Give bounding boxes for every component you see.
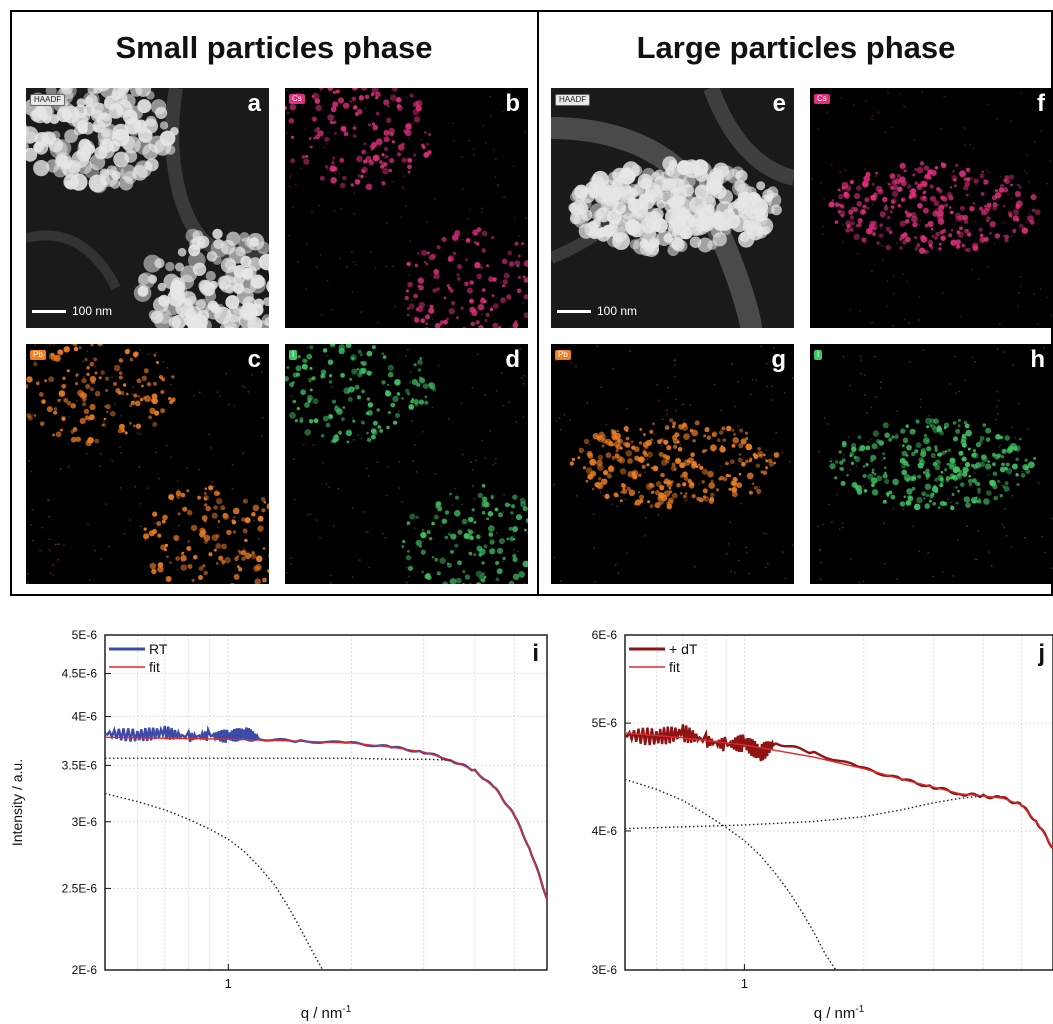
x-axis-label: q / nm-1 [301, 1004, 352, 1022]
panel-tag: HAADF [555, 94, 591, 106]
y-axis-label: Intensity / a.u. [9, 759, 25, 846]
panel-e-haadf-image: HAADF e 100 nm [551, 88, 794, 328]
x-axis-label: q / nm-1 [814, 1004, 865, 1022]
panel-a-haadf-image: HAADF a 100 nm [26, 88, 269, 328]
y-tick-label: 4E-6 [72, 710, 98, 724]
scale-bar-label: 100 nm [72, 304, 113, 318]
x-axis-label-superscript: -1 [855, 1004, 864, 1015]
y-tick-label: 4.5E-6 [62, 667, 98, 681]
panel-tag: I [814, 350, 823, 360]
panel-d-i-map: I d [285, 344, 528, 584]
panel-c-pb-map: Pb c [26, 344, 269, 584]
y-tick-label: 6E-6 [592, 628, 618, 642]
chart-i: 2E-6 2.5E-6 3E-6 3.5E-6 4E-6 4.5E-6 5E-6 1 q / n… [9, 628, 549, 1022]
panel-letter: h [1030, 346, 1045, 373]
y-tick-label: 4E-6 [592, 824, 618, 838]
y-tick-label: 5E-6 [592, 716, 618, 730]
phase-divider [537, 10, 539, 596]
chart-panel-letter: j [1037, 640, 1045, 667]
fit-line [624, 732, 1053, 849]
title-small-phase: Small particles phase [115, 30, 433, 65]
y-tick-label: 2E-6 [72, 963, 98, 977]
panel-tag: Cs [289, 94, 305, 104]
panel-letter: c [247, 346, 261, 373]
panel-letter: g [771, 346, 786, 373]
panel-letter: e [772, 90, 786, 117]
panel-tag: HAADF [30, 94, 66, 106]
y-tick-label: 5E-6 [72, 628, 98, 642]
scale-bar: 100 nm [557, 304, 637, 318]
x-tick-label: 1 [741, 976, 748, 991]
panel-g-pb-map: Pb g [551, 344, 794, 584]
plot-frame [624, 634, 1053, 971]
y-tick-label: 3.5E-6 [62, 758, 98, 772]
data-series-line [624, 724, 1053, 850]
panel-letter: d [505, 346, 520, 373]
legend-label: RT [149, 641, 168, 657]
scale-bar: 100 nm [32, 304, 112, 318]
panel-b-cs-map: Cs b [285, 88, 528, 328]
panel-letter: a [247, 90, 261, 117]
x-tick-label: 1 [225, 976, 232, 991]
y-tick-label: 3E-6 [592, 963, 618, 977]
panel-f-cs-map: Cs f [810, 88, 1053, 328]
panel-tag: Cs [814, 94, 830, 104]
legend-label: fit [669, 659, 680, 675]
fit-line [104, 736, 548, 900]
x-axis-label-superscript: -1 [342, 1004, 351, 1015]
saxs-charts: 2E-6 2.5E-6 3E-6 3.5E-6 4E-6 4.5E-6 5E-6 1 q / n… [9, 628, 1053, 1022]
component-fit-line [624, 795, 984, 830]
scale-bar-label: 100 nm [597, 304, 638, 318]
title-large-phase: Large particles phase [636, 30, 956, 65]
panel-letter: b [505, 90, 520, 117]
plot-frame [104, 634, 548, 971]
panel-letter: f [1037, 90, 1045, 117]
legend-label: fit [149, 659, 160, 675]
component-fit-line [104, 792, 324, 971]
legend-label: + dT [669, 641, 698, 657]
component-fit-line [105, 757, 452, 761]
chart-j: 3E-6 4E-6 5E-6 6E-6 1 q / nm-1 + dT fit j [592, 628, 1053, 1022]
chart-panel-letter: i [532, 640, 539, 667]
y-tick-label: 2.5E-6 [62, 881, 98, 895]
panel-tag: I [289, 350, 298, 360]
panel-h-i-map: I h [810, 344, 1053, 584]
panel-tag: Pb [555, 350, 571, 360]
y-tick-label: 3E-6 [72, 815, 98, 829]
panel-tag: Pb [30, 350, 46, 360]
